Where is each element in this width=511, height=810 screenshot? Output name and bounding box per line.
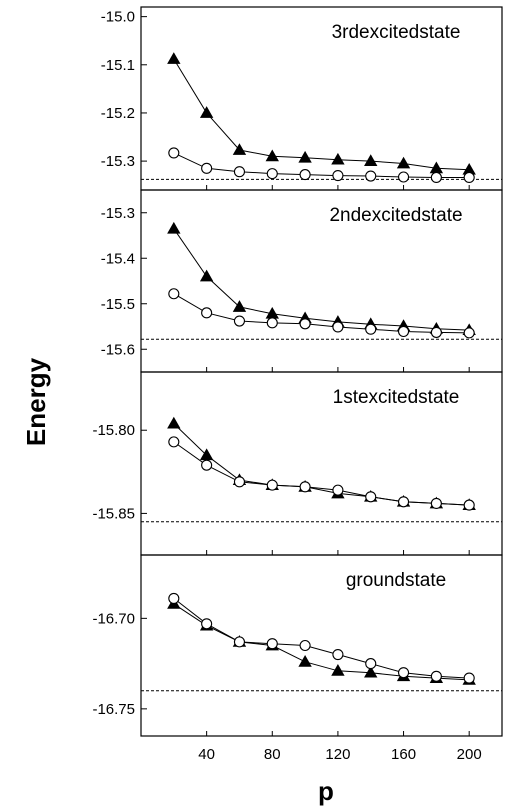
circle-point (266, 168, 278, 180)
triangle-point (232, 143, 247, 155)
circle-point (463, 672, 475, 684)
panel-label: 2ndexcitedstate (329, 205, 462, 226)
circle-point (266, 638, 278, 650)
circle-point (332, 648, 344, 661)
series-line-filled-triangle (173, 423, 470, 506)
y-tick-label: -15.5 (101, 296, 135, 313)
triangle-point (265, 149, 279, 162)
circle-point (430, 670, 442, 682)
y-tick-label: -15.3 (101, 205, 135, 222)
circle-point (233, 636, 246, 648)
panel-3: -15.80 -15.85 1stexcitedstate (92, 371, 503, 556)
x-axis-title: p (318, 776, 334, 806)
y-tick-label: -15.80 (92, 422, 135, 439)
series-line-open-circle (173, 441, 470, 506)
triangle-point (331, 152, 345, 165)
series-line-open-circle (173, 293, 470, 334)
x-tick-label: 200 (457, 746, 482, 763)
circle-point (365, 170, 377, 182)
y-tick-label: -15.3 (101, 153, 135, 170)
circle-point (201, 307, 213, 319)
circle-point (397, 325, 410, 338)
circle-point (397, 667, 410, 679)
circle-point (233, 315, 246, 327)
circle-point (463, 499, 475, 511)
circle-point (168, 288, 180, 300)
triangle-point (167, 416, 181, 429)
panels-group: -15.0 -15.1 -15.2 -15.3 3rdexcitedstate -15.3… (92, 6, 503, 763)
series-line-filled-triangle (173, 58, 470, 171)
x-tick-label: 40 (198, 746, 215, 763)
triangle-point (167, 52, 181, 64)
triangle-point (331, 664, 345, 676)
circle-point (397, 171, 410, 183)
circle-point (168, 592, 180, 604)
panel-label: 3rdexcitedstate (332, 22, 461, 43)
triangle-point (298, 150, 312, 163)
panel-label: groundstate (346, 570, 446, 591)
circle-point (463, 327, 475, 339)
y-tick-label: -15.6 (101, 341, 135, 358)
x-tick-label: 80 (264, 746, 281, 763)
circle-point (332, 170, 344, 182)
series-line-open-circle (173, 152, 470, 178)
circle-point (201, 618, 213, 630)
circle-point (430, 497, 442, 509)
circle-point (332, 321, 344, 333)
circle-point (365, 323, 377, 335)
circle-point (266, 317, 278, 329)
y-tick-label: -15.0 (101, 9, 135, 26)
triangle-point (232, 300, 247, 312)
y-tick-label: -16.75 (92, 701, 135, 718)
circle-point (299, 639, 311, 652)
series-line-filled-triangle (173, 603, 470, 681)
series-line-filled-triangle (173, 228, 470, 331)
circle-point (365, 658, 377, 670)
circle-point (430, 326, 442, 338)
y-axis-title: Energy (21, 357, 51, 446)
y-tick-label: -15.4 (101, 250, 135, 267)
triangle-point (364, 665, 378, 678)
triangle-point (298, 654, 312, 667)
panel-1: -15.0 -15.1 -15.2 -15.3 3rdexcitedstate (101, 6, 503, 191)
y-tick-label: -16.70 (92, 610, 135, 627)
triangle-point (364, 154, 378, 167)
circle-point (266, 479, 278, 491)
panel-frame (140, 554, 503, 737)
triangle-point (199, 269, 214, 282)
y-tick-label: -15.85 (92, 505, 135, 522)
triangle-point (199, 106, 214, 118)
circle-point (430, 171, 442, 184)
triangle-point (396, 156, 411, 169)
x-tick-label: 160 (391, 746, 416, 763)
circle-point (463, 171, 475, 184)
circle-point (201, 162, 213, 174)
panel-label: 1stexcitedstate (333, 387, 460, 408)
circle-point (365, 491, 377, 503)
circle-point (168, 436, 180, 448)
circle-point (233, 476, 246, 488)
panel-4: -16.70 -16.75 groundstate (92, 554, 503, 737)
circle-point (299, 169, 311, 181)
series-line-open-circle (173, 598, 470, 679)
triangle-point (167, 221, 181, 234)
circle-point (201, 459, 213, 471)
circle-point (233, 166, 246, 178)
x-tick-label: 120 (325, 746, 350, 763)
y-tick-label: -15.1 (101, 57, 135, 74)
y-tick-label: -15.2 (101, 105, 135, 122)
circle-point (299, 318, 311, 330)
circle-point (397, 496, 410, 508)
panel-2: -15.3 -15.4 -15.5 -15.6 2ndexcitedstate (101, 189, 503, 373)
circle-point (299, 481, 311, 493)
circle-point (332, 484, 344, 496)
circle-point (168, 147, 180, 159)
